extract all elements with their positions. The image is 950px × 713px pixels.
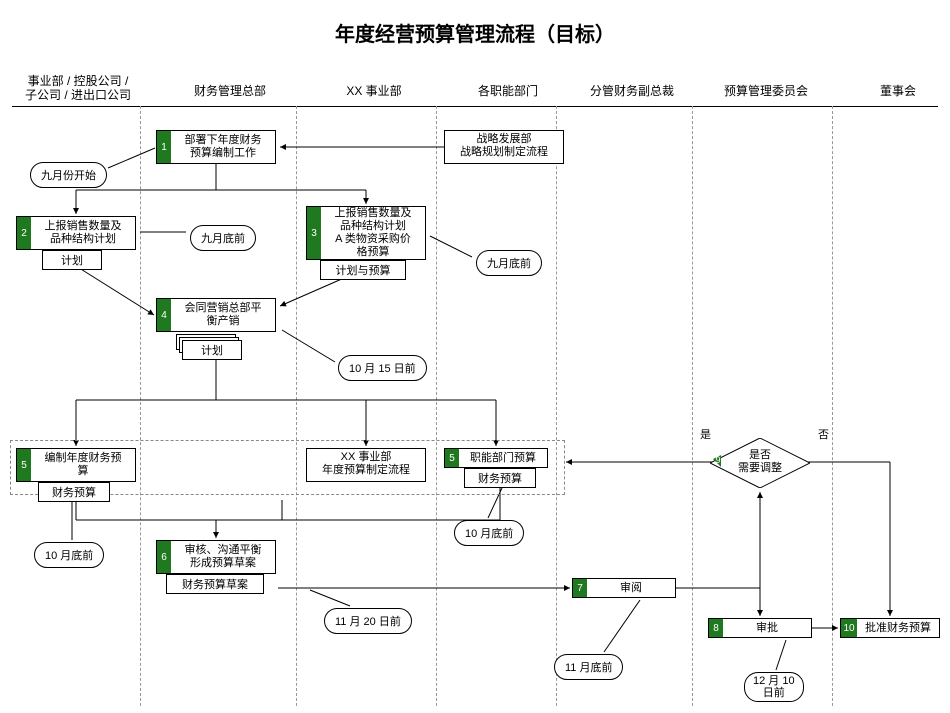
colhead-5: 分管财务副总裁	[572, 84, 692, 98]
step-label: 部署下年度财务预算编制工作	[171, 131, 275, 163]
step-num: 6	[157, 541, 171, 573]
colhead-4: 各职能部门	[458, 84, 558, 98]
step-num: 1	[157, 131, 171, 163]
decision-no: 否	[818, 426, 829, 442]
callout-oct-end-b: 10 月底前	[454, 520, 524, 546]
step-3: 3 上报销售数量及品种结构计划A 类物资采购价格预算	[306, 206, 426, 260]
step-label: 上报销售数量及品种结构计划A 类物资采购价格预算	[321, 207, 425, 259]
step-label: 审批	[723, 619, 811, 637]
callout-oct-end-a: 10 月底前	[34, 542, 104, 568]
callout-oct15: 10 月 15 日前	[338, 355, 427, 381]
step-4-out: 计划	[182, 340, 242, 360]
step-3-out: 计划与预算	[320, 260, 406, 280]
step-6-out: 财务预算草案	[166, 574, 264, 594]
step-label: 审核、沟通平衡形成预算草案	[171, 541, 275, 573]
step-5b-out: 财务预算	[464, 468, 536, 488]
step-5a-out: 财务预算	[38, 482, 110, 502]
step-label: 上报销售数量及品种结构计划	[31, 217, 135, 249]
lane-divider	[140, 106, 141, 706]
step-8: 8 审批	[708, 618, 812, 638]
step-1: 1 部署下年度财务预算编制工作	[156, 130, 276, 164]
step-label: 批准财务预算	[857, 619, 939, 637]
step-5a: 5 编制年度财务预算	[16, 448, 136, 482]
step-num: 5	[445, 449, 459, 467]
step-num: 2	[17, 217, 31, 249]
callout-sep-end-a: 九月底前	[190, 225, 256, 251]
step-5b: 5 职能部门预算	[444, 448, 548, 468]
step-num: 4	[157, 299, 171, 331]
lane-divider	[556, 106, 557, 706]
colhead-1: 事业部 / 控股公司 /子公司 / 进出口公司	[18, 74, 138, 102]
callout-sep-end-b: 九月底前	[476, 250, 542, 276]
callout-dec10: 12 月 10日前	[744, 672, 804, 702]
colhead-7: 董事会	[858, 84, 938, 98]
decision-9: 9 是否需要调整	[710, 438, 810, 488]
lane-divider	[832, 106, 833, 706]
colhead-3: XX 事业部	[324, 84, 424, 98]
step-6: 6 审核、沟通平衡形成预算草案	[156, 540, 276, 574]
step-num: 7	[573, 579, 587, 597]
step-2: 2 上报销售数量及品种结构计划	[16, 216, 136, 250]
header-rule	[12, 106, 938, 107]
step-label: 编制年度财务预算	[31, 449, 135, 481]
page-title: 年度经营预算管理流程（目标）	[0, 18, 950, 47]
callout-nov-end: 11 月底前	[554, 654, 623, 680]
step-label: 审阅	[587, 579, 675, 597]
step-num: 3	[307, 207, 321, 259]
lane-divider	[436, 106, 437, 706]
lane-divider	[296, 106, 297, 706]
step-10: 10 批准财务预算	[840, 618, 940, 638]
step-2-out: 计划	[42, 250, 102, 270]
step-num: 8	[709, 619, 723, 637]
step-num: 5	[17, 449, 31, 481]
strategy-box: 战略发展部战略规划制定流程	[444, 130, 564, 164]
lane-divider	[692, 106, 693, 706]
xx-process-box: XX 事业部年度预算制定流程	[306, 448, 426, 482]
colhead-6: 预算管理委员会	[706, 84, 826, 98]
step-label: 职能部门预算	[459, 449, 547, 467]
step-num: 10	[841, 619, 857, 637]
callout-sep-start: 九月份开始	[30, 162, 107, 188]
step-7: 7 审阅	[572, 578, 676, 598]
callout-nov20: 11 月 20 日前	[324, 608, 412, 634]
colhead-2: 财务管理总部	[175, 84, 285, 98]
step-label: 会同营销总部平衡产销	[171, 299, 275, 331]
decision-label: 是否需要调整	[710, 449, 810, 475]
step-4: 4 会同营销总部平衡产销	[156, 298, 276, 332]
